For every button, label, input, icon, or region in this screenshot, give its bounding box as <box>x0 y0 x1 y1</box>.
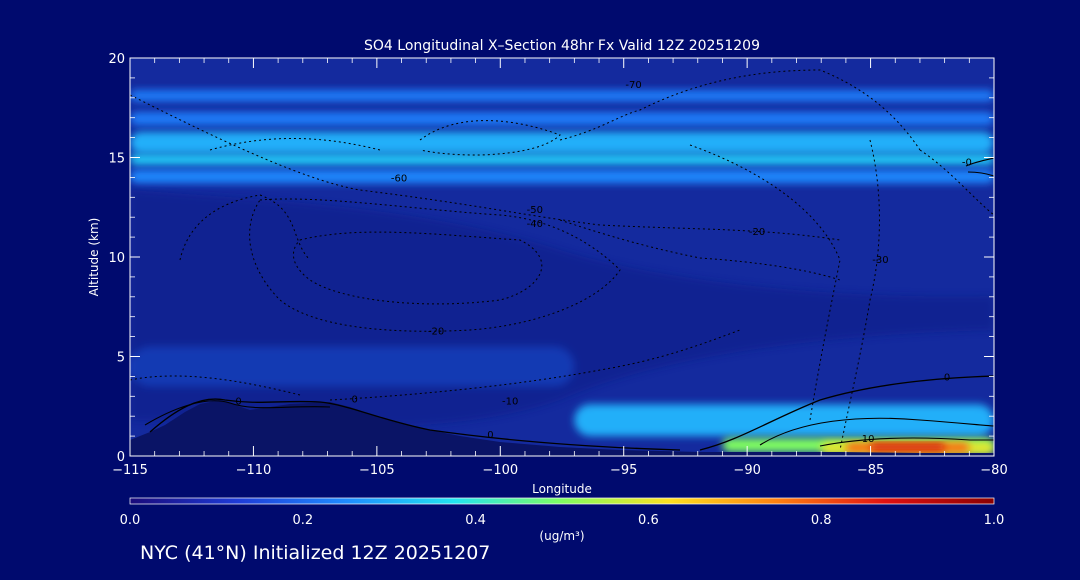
x-tick-label: −110 <box>236 463 272 478</box>
contour-label: -50 <box>527 205 543 216</box>
colorbar-tick-label: 0.4 <box>465 513 486 528</box>
y-axis-label: Altitude (km) <box>87 218 101 297</box>
contour-label: 0 <box>944 372 950 383</box>
colorbar-tick-label: 0.8 <box>811 513 832 528</box>
concentration-band <box>870 444 945 451</box>
colorbar-tick-label: 0.6 <box>638 513 659 528</box>
colorbar-tick-label: 0.0 <box>120 513 141 528</box>
colorbar-tick-label: 0.2 <box>292 513 313 528</box>
x-tick-label: −90 <box>733 463 760 478</box>
contour-label: 0 <box>351 394 357 405</box>
y-tick-label: 20 <box>108 52 125 67</box>
contour-line <box>919 149 994 216</box>
plot-area: -70 -60 -50 -40 -20 -30 -0 -20 -10 0 0 0 0 10 <box>130 58 994 456</box>
x-tick-label: −115 <box>112 463 148 478</box>
contour-line <box>759 417 994 446</box>
y-tick-label: 0 <box>117 450 125 465</box>
contour-line <box>559 219 841 281</box>
contour-line <box>292 231 543 305</box>
contour-line <box>965 157 994 167</box>
contour-line <box>179 194 311 261</box>
colorbar <box>129 497 995 505</box>
contour-line <box>329 329 741 401</box>
y-tick-label: 10 <box>108 251 125 266</box>
field-structure <box>130 69 994 456</box>
x-tick-label: −80 <box>980 463 1007 478</box>
concentration-band <box>130 89 994 102</box>
contour-line <box>839 139 880 451</box>
y-tick-label: 5 <box>117 351 125 366</box>
contour-line <box>819 437 994 447</box>
colorbar-tick-label: 1.0 <box>984 513 1005 528</box>
contour-line <box>149 398 681 451</box>
y-tick-labels: 0 5 10 15 20 <box>108 52 125 465</box>
footer-initialization-text: NYC (41°N) Initialized 12Z 20251207 <box>140 542 491 564</box>
contour-line <box>130 375 301 396</box>
contour-line <box>699 375 994 451</box>
contour-label: -30 <box>872 255 888 266</box>
contour-line <box>209 137 381 151</box>
chart-title: SO4 Longitudinal X–Section 48hr Fx Valid… <box>364 38 760 54</box>
colorbar-units-label: (ug/m³) <box>539 529 584 543</box>
contour-label: -10 <box>502 396 518 407</box>
contour-label: 10 <box>862 434 875 445</box>
contour-label: 0 <box>235 396 241 407</box>
contour-line <box>967 171 994 177</box>
contour-line <box>144 400 331 426</box>
concentration-band <box>574 404 994 437</box>
dark-low-concentration-region <box>130 190 994 427</box>
x-tick-label: −85 <box>857 463 884 478</box>
contour-line <box>249 198 621 332</box>
terrain-profile <box>130 400 994 456</box>
concentration-band <box>130 153 994 166</box>
contour-line <box>419 120 561 156</box>
contour-label: -20 <box>749 227 765 238</box>
x-tick-label: −105 <box>359 463 395 478</box>
contour-label: -70 <box>625 80 641 91</box>
x-tick-labels: −115 −110 −105 −100 −95 −90 −85 −80 <box>112 463 1008 478</box>
x-axis-label: Longitude <box>532 482 592 496</box>
contour-label: -40 <box>527 219 543 230</box>
axis-ticks <box>129 57 995 457</box>
concentration-band <box>130 169 994 184</box>
concentration-band <box>130 131 994 154</box>
x-tick-label: −95 <box>610 463 637 478</box>
contour-line <box>130 94 841 241</box>
x-tick-label: −100 <box>482 463 518 478</box>
concentration-band <box>130 111 994 126</box>
contour-label: -20 <box>428 327 444 338</box>
y-tick-label: 15 <box>108 152 125 167</box>
colorbar-tick-labels: 0.0 0.2 0.4 0.6 0.8 1.0 <box>120 513 1005 528</box>
contour-label: -60 <box>391 173 407 184</box>
contour-label: -0 <box>962 157 972 168</box>
contour-label: 0 <box>487 430 493 441</box>
contour-labels: -70 -60 -50 -40 -20 -30 -0 -20 -10 0 0 0 0 10 <box>235 80 971 445</box>
